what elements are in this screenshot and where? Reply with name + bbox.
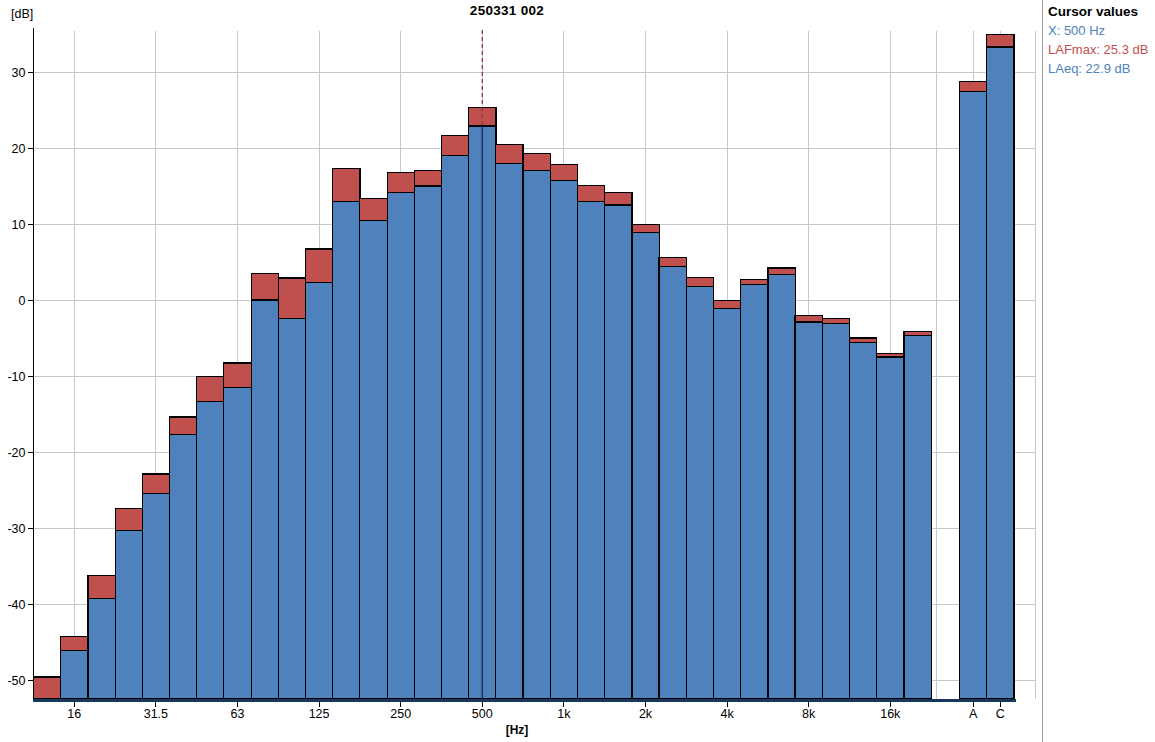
x-tick-label: 16 — [67, 707, 81, 721]
x-tick-label: 1k — [557, 707, 571, 721]
x-tick-label: 4k — [720, 707, 734, 721]
x-tick-label: 500 — [472, 707, 493, 721]
band-bar-laeq-63[interactable] — [224, 387, 251, 698]
band-bar-laeq-10k[interactable] — [822, 324, 849, 699]
y-axis-unit-label: [dB] — [11, 7, 33, 21]
band-bar-laeq-250[interactable] — [387, 193, 414, 699]
band-bar-laeq-2.5k[interactable] — [659, 267, 686, 699]
y-tick-label: -50 — [7, 674, 25, 688]
band-bar-laeq-100[interactable] — [278, 318, 305, 698]
y-tick-label: 20 — [12, 142, 26, 156]
band-bar-laeq-A[interactable] — [960, 92, 987, 699]
y-tick-label: 10 — [12, 218, 26, 232]
x-tick-label: C — [996, 707, 1005, 721]
y-tick-label: -30 — [7, 522, 25, 536]
band-bar-laeq-80[interactable] — [251, 300, 278, 699]
x-tick-label: 63 — [231, 707, 245, 721]
band-bar-laeq-4k[interactable] — [714, 308, 741, 698]
band-bar-laeq-25[interactable] — [115, 530, 142, 698]
x-tick-label: 31.5 — [144, 707, 168, 721]
cursor-panel-title: Cursor values — [1048, 2, 1154, 21]
cursor-laeq-value: LAeq: 22.9 dB — [1048, 59, 1154, 78]
y-tick-label: 30 — [12, 66, 26, 80]
band-bar-laeq-400[interactable] — [442, 156, 469, 699]
x-tick-label: 2k — [639, 707, 653, 721]
band-bar-laeq-8k[interactable] — [795, 322, 822, 698]
band-bar-laeq-6.3k[interactable] — [768, 274, 795, 698]
x-tick-label: A — [969, 707, 978, 721]
band-bar-laeq-1.25k[interactable] — [578, 201, 605, 698]
x-axis-unit-label: [Hz] — [0, 723, 1034, 737]
y-tick-label: 0 — [19, 294, 26, 308]
x-tick-label: 8k — [802, 707, 816, 721]
band-bar-laeq-200[interactable] — [360, 220, 387, 698]
band-bar-laeq-C[interactable] — [987, 47, 1014, 699]
band-bar-laeq-16k[interactable] — [877, 357, 904, 699]
chart-title: 250331 002 — [0, 3, 1014, 18]
band-bar-laeq-40[interactable] — [170, 435, 197, 699]
cursor-lafmax-value: LAFmax: 25.3 dB — [1048, 40, 1154, 59]
spectrum-bars — [34, 35, 1014, 699]
band-bar-laeq-160[interactable] — [333, 201, 360, 698]
y-tick-label: -40 — [7, 598, 25, 612]
band-bar-laeq-5k[interactable] — [741, 285, 768, 699]
band-bar-laeq-2k[interactable] — [632, 232, 659, 698]
band-bar-laeq-20[interactable] — [88, 599, 115, 699]
band-bar-laeq-800[interactable] — [523, 171, 550, 699]
band-bar-laeq-12.5k[interactable] — [850, 343, 877, 699]
band-bar-laeq-125[interactable] — [306, 283, 333, 699]
chart-region: 30 20 10 0 -10 -20 -30 -40 -50 16 31.5 63 125 250 500 1… — [0, 0, 1041, 742]
band-bar-laeq-31.5[interactable] — [142, 494, 169, 699]
x-tick-label: 125 — [309, 707, 330, 721]
spectrum-chart[interactable]: 30 20 10 0 -10 -20 -30 -40 -50 16 31.5 63 125 250 500 1… — [0, 0, 1041, 742]
band-bar-laeq-50[interactable] — [197, 402, 224, 699]
band-bar-laeq-1.6k[interactable] — [605, 205, 632, 699]
cursor-values-panel: Cursor values X: 500 Hz LAFmax: 25.3 dB … — [1042, 0, 1154, 742]
x-tick-label: 250 — [390, 707, 411, 721]
band-bar-lafmax-12.5[interactable] — [34, 677, 61, 699]
y-tick-label: -10 — [7, 370, 25, 384]
band-bar-laeq-630[interactable] — [496, 163, 523, 698]
x-tick-label: 16k — [880, 707, 901, 721]
band-bar-laeq-1k[interactable] — [550, 181, 577, 699]
band-bar-laeq-20k[interactable] — [904, 336, 931, 699]
band-bar-laeq-315[interactable] — [414, 186, 441, 699]
band-bar-laeq-3.15k[interactable] — [686, 286, 713, 698]
cursor-x-value: X: 500 Hz — [1048, 21, 1154, 40]
y-tick-label: -20 — [7, 446, 25, 460]
band-bar-laeq-16[interactable] — [61, 650, 88, 698]
